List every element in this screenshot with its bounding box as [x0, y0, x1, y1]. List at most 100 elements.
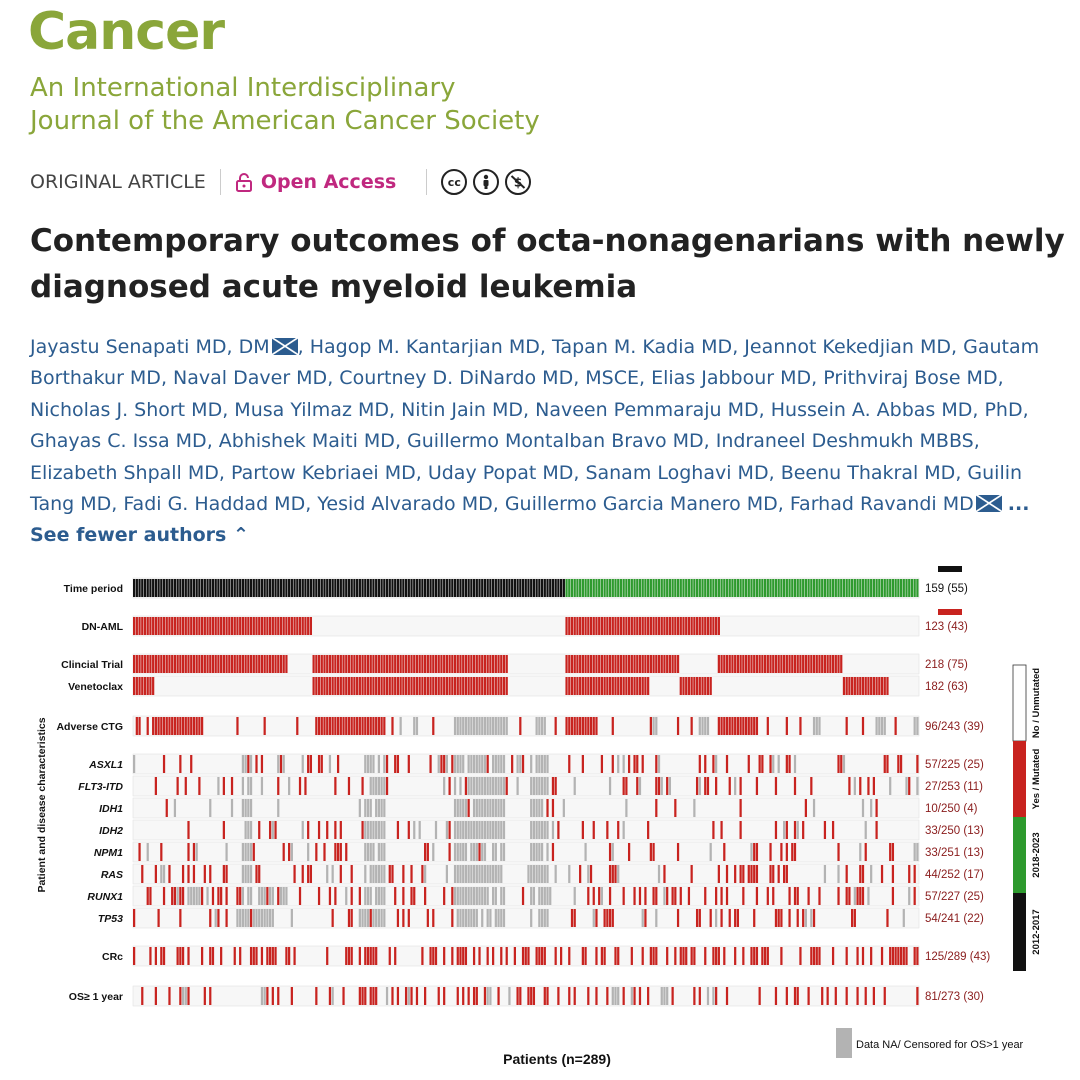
- cell-na: [241, 843, 245, 861]
- author-link[interactable]: Partow Kebriaei MD: [230, 461, 416, 484]
- author-link[interactable]: Jayastu Senapati MD, DM: [30, 336, 270, 358]
- cell-yes: [880, 865, 884, 883]
- cell-yes: [742, 887, 745, 905]
- cell-yes: [753, 947, 756, 965]
- author-link[interactable]: Courtney D. DiNardo MD, MSCE: [339, 367, 640, 390]
- cell-yes: [573, 655, 576, 673]
- cell-period: [823, 579, 827, 597]
- author-link[interactable]: Beenu Thakral MD: [780, 461, 956, 484]
- cell-yes: [475, 677, 478, 695]
- cell-period: [527, 579, 530, 597]
- author-link[interactable]: Yesid Alvarado MD: [317, 493, 493, 516]
- cell-na: [456, 821, 459, 839]
- author-link[interactable]: Abhishek Maiti MD: [218, 430, 395, 453]
- mail-icon[interactable]: [975, 495, 1002, 513]
- cell-period: [304, 579, 307, 597]
- cell-yes: [375, 655, 378, 673]
- cell-na: [364, 821, 367, 839]
- cell-yes: [383, 677, 386, 695]
- cell-yes: [785, 843, 788, 861]
- license-icons[interactable]: cc $: [441, 169, 532, 195]
- cell-na: [500, 909, 503, 927]
- cell-yes: [426, 677, 429, 695]
- cell-period: [489, 579, 492, 597]
- cell-yes: [543, 987, 546, 1005]
- cell-yes: [581, 617, 584, 635]
- mail-icon[interactable]: [271, 338, 298, 355]
- cell-period: [753, 579, 756, 597]
- author-link[interactable]: Farhad Ravandi MD: [789, 493, 974, 516]
- cell-yes: [845, 865, 848, 883]
- author-link[interactable]: Elizabeth Shpall MD: [30, 461, 219, 484]
- cell-yes: [187, 987, 190, 1005]
- author-link[interactable]: Uday Popat MD: [427, 461, 574, 484]
- cell-yes: [592, 677, 595, 695]
- cell-period: [323, 579, 326, 597]
- cell-na: [902, 909, 905, 927]
- author-link[interactable]: Gautam Borthakur MD: [30, 336, 1040, 390]
- cell-yes: [649, 947, 652, 965]
- cell-yes: [266, 987, 269, 1005]
- cell-period: [549, 579, 552, 597]
- cell-na: [668, 777, 672, 795]
- cell-yes: [309, 865, 313, 883]
- author-link[interactable]: Ghayas C. Issa MD: [30, 430, 207, 453]
- cell-na: [244, 755, 247, 773]
- legend-2018-swatch: [1013, 817, 1026, 893]
- cell-na: [617, 987, 620, 1005]
- author-link[interactable]: Guillermo Garcia Manero MD: [504, 493, 778, 516]
- cell-yes: [870, 677, 873, 695]
- cell-period: [883, 579, 886, 597]
- author-link[interactable]: Nitin Jain MD: [401, 398, 524, 421]
- cell-period: [296, 579, 299, 597]
- cell-na: [657, 865, 661, 883]
- cell-na: [652, 717, 655, 735]
- cell-na: [380, 887, 383, 905]
- author-link[interactable]: Guilin Tang MD: [30, 461, 1023, 516]
- author-link[interactable]: Fadi G. Haddad MD: [123, 493, 306, 516]
- cell-yes: [554, 717, 557, 735]
- author-link[interactable]: Naval Daver MD: [173, 367, 328, 390]
- cell-period: [505, 579, 508, 597]
- y-axis-label: Patient and disease characteristics: [36, 717, 48, 892]
- cell-yes: [421, 947, 424, 965]
- cell-yes: [747, 655, 750, 673]
- cell-period: [184, 579, 187, 597]
- cell-period: [211, 579, 215, 597]
- author-link[interactable]: Indraneel Deshmukh MBBS: [715, 430, 974, 453]
- cell-period: [519, 579, 522, 597]
- cell-na: [546, 887, 549, 905]
- cell-yes: [252, 655, 255, 673]
- cell-na: [532, 865, 536, 883]
- author-link[interactable]: Elias Jabbour MD: [651, 367, 812, 390]
- cell-yes: [739, 865, 742, 883]
- cell-period: [644, 579, 647, 597]
- author-link[interactable]: Hagop M. Kantarjian MD: [309, 336, 540, 358]
- author-link[interactable]: Guillermo Montalban Bravo MD: [407, 430, 704, 453]
- journal-name[interactable]: Cancer: [28, 2, 225, 62]
- cell-yes: [317, 887, 321, 905]
- legend-na-label: Data NA/ Censored for OS>1 year: [856, 1039, 1024, 1051]
- cell-yes: [415, 677, 419, 695]
- cell-yes: [633, 677, 636, 695]
- cell-yes: [614, 677, 617, 695]
- open-access-badge[interactable]: Open Access: [235, 171, 396, 193]
- cell-na: [459, 755, 462, 773]
- author-link[interactable]: Tapan M. Kadia MD: [552, 336, 733, 358]
- author-link[interactable]: Nicholas J. Short MD: [30, 398, 223, 421]
- cell-yes: [734, 717, 737, 735]
- author-link[interactable]: Naveen Pemmaraju MD: [535, 398, 759, 421]
- cell-na: [500, 821, 503, 839]
- author-link[interactable]: Hussein A. Abbas MD, PhD: [770, 398, 1023, 421]
- author-link[interactable]: Sanam Loghavi MD: [585, 461, 769, 484]
- cell-period: [434, 579, 438, 597]
- cell-na: [494, 909, 497, 927]
- cell-yes: [326, 677, 329, 695]
- cell-yes: [614, 947, 617, 965]
- cell-yes: [761, 947, 764, 965]
- author-link[interactable]: Prithviraj Bose MD: [823, 367, 998, 390]
- see-fewer-authors-link[interactable]: ... See fewer authors ⌃: [30, 493, 1030, 547]
- cell-period: [625, 579, 628, 597]
- author-link[interactable]: Jeannot Kekedjian MD: [744, 336, 952, 358]
- author-link[interactable]: Musa Yilmaz MD: [234, 398, 389, 421]
